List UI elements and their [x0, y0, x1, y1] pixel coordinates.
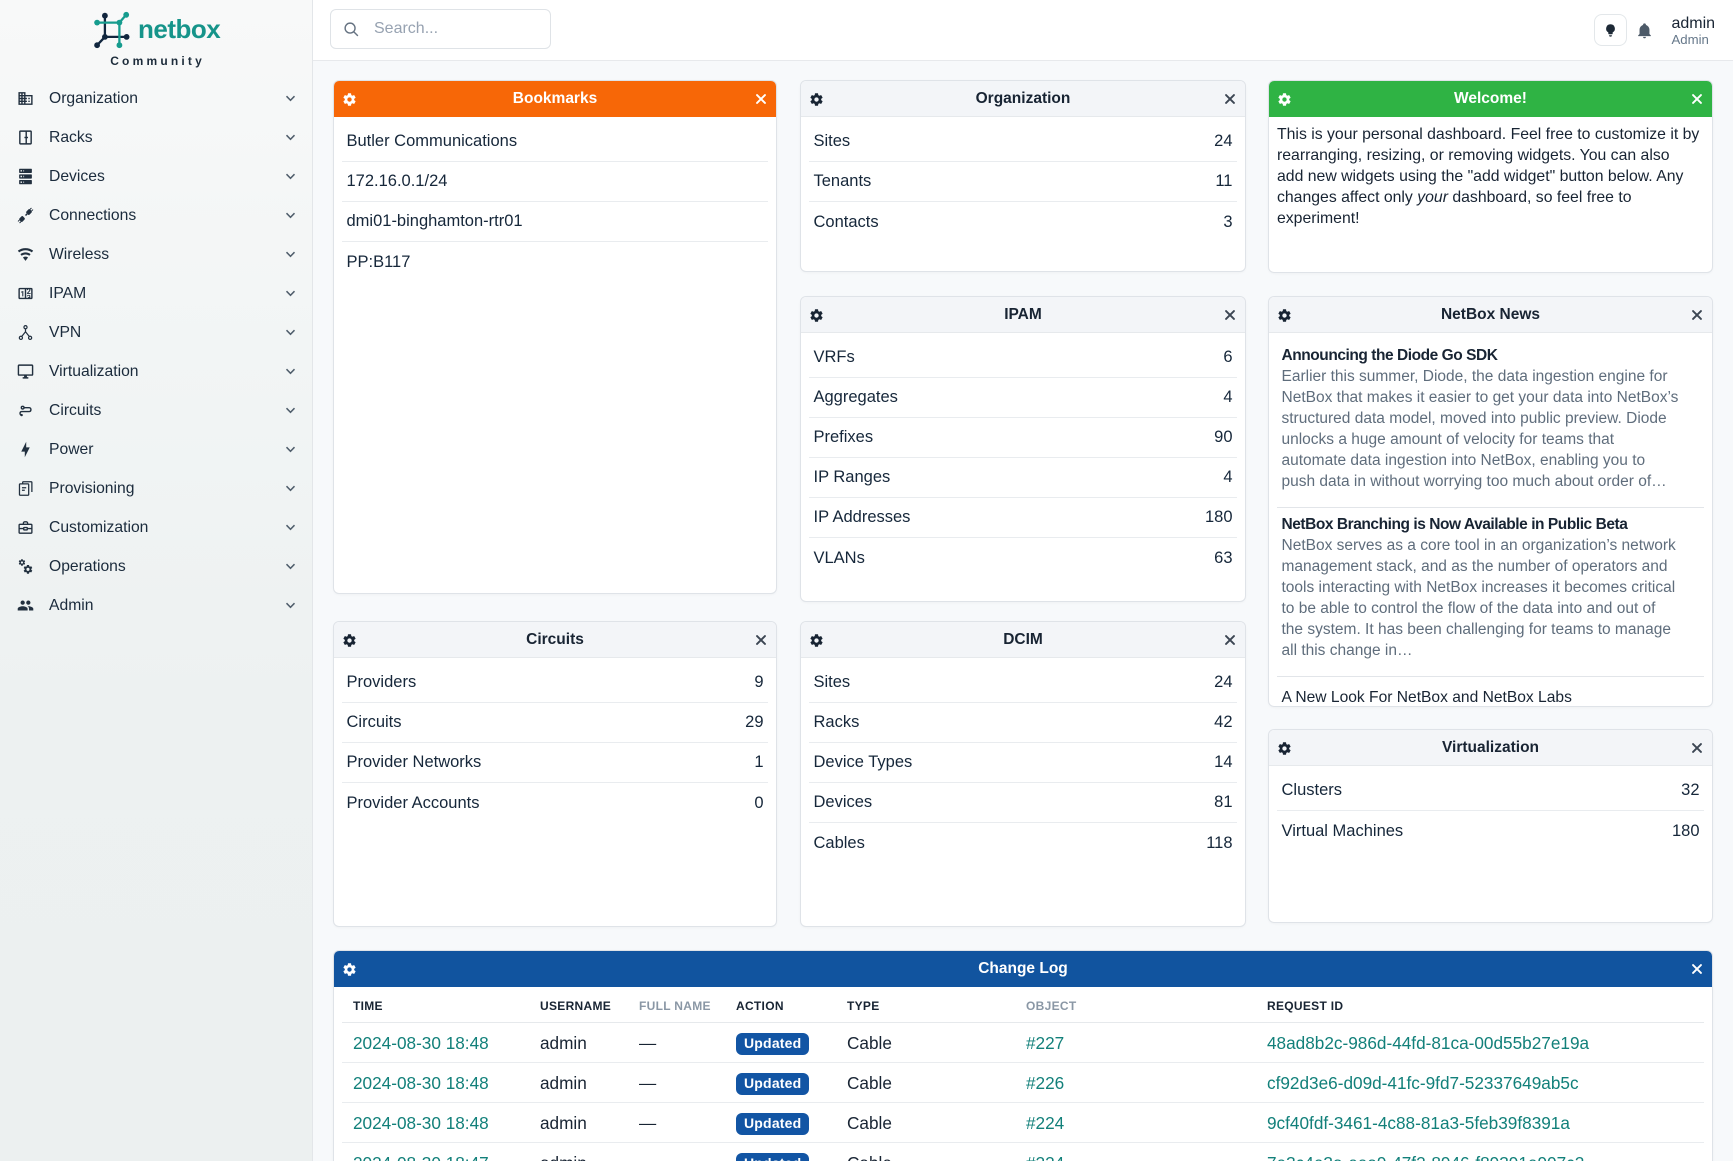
svg-text:netbox: netbox — [138, 14, 221, 44]
